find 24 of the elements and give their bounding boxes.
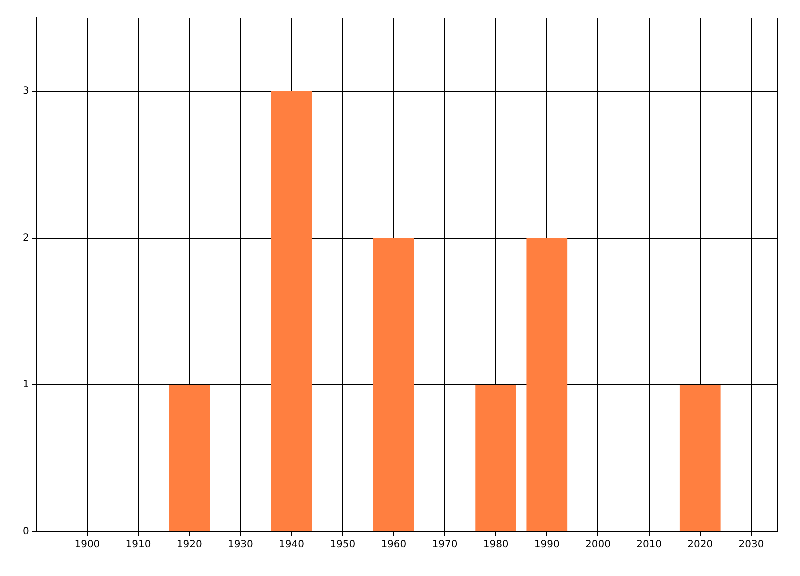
y-tick-label: 1 — [22, 380, 30, 391]
bar — [526, 238, 568, 532]
x-tick-label: 1940 — [279, 540, 304, 551]
bar — [169, 385, 210, 532]
y-tick-label: 3 — [22, 86, 30, 98]
x-tick-label: 1970 — [432, 540, 458, 551]
x-tick-label: 1990 — [534, 540, 560, 551]
x-tick-label: 1950 — [330, 540, 356, 551]
x-tick-label: 1980 — [483, 540, 509, 551]
x-tick-label: 1910 — [126, 540, 152, 551]
x-tick-label: 2030 — [738, 540, 764, 551]
x-tick-label: 1900 — [74, 540, 100, 551]
bar — [680, 385, 721, 532]
x-tick-label: 1920 — [176, 540, 202, 551]
bar — [271, 91, 312, 532]
y-tick-label: 2 — [22, 232, 30, 244]
x-tick-label: 2020 — [688, 540, 714, 551]
bar — [476, 385, 516, 532]
x-tick-label: 2010 — [636, 540, 662, 551]
x-tick-label: 1930 — [228, 540, 254, 551]
x-tick-label: 2000 — [586, 540, 611, 551]
y-tick-label: 0 — [22, 526, 30, 538]
bar — [373, 238, 414, 532]
x-tick-label: 1960 — [381, 540, 407, 551]
